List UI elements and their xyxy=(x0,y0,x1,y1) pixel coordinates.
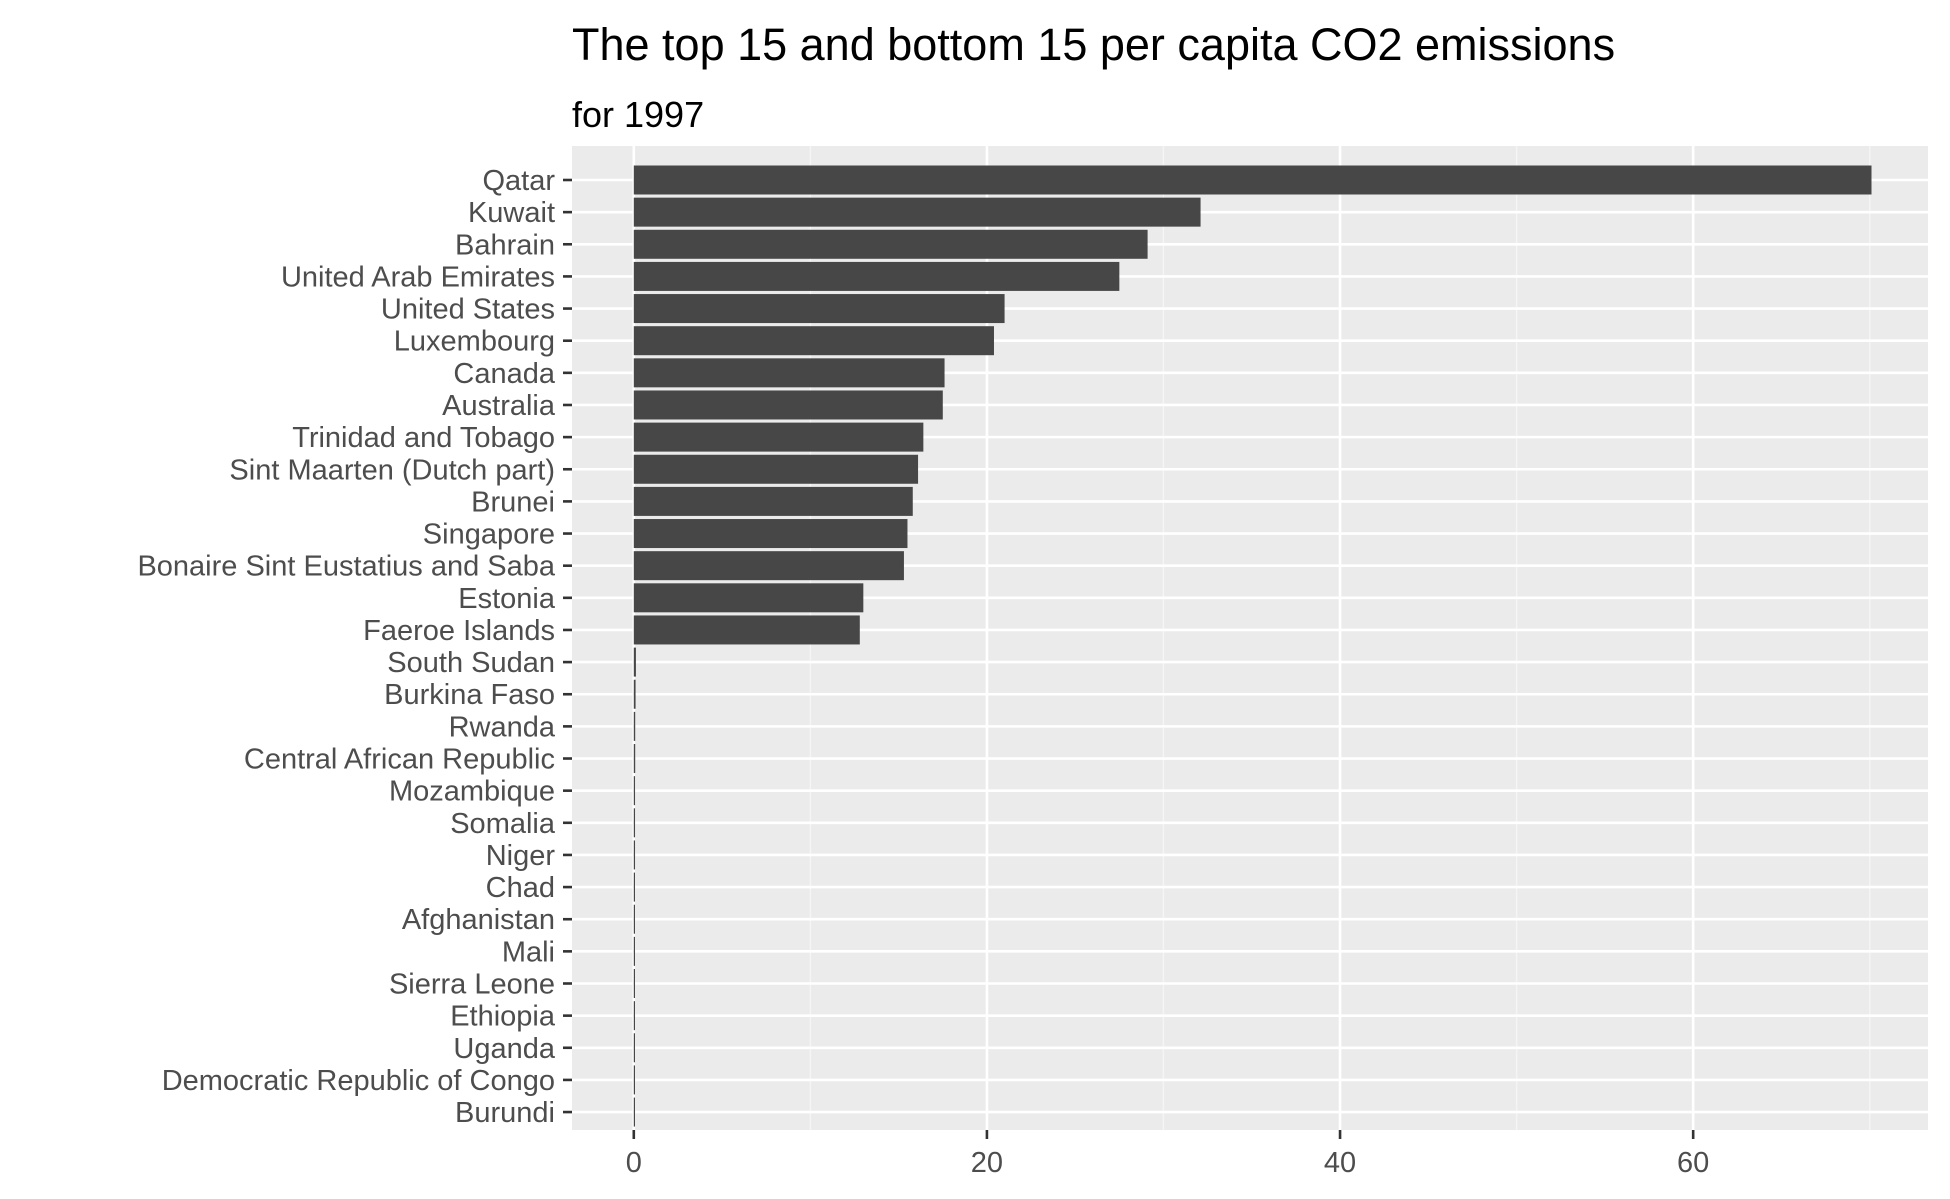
y-tick-label: South Sudan xyxy=(387,647,555,679)
x-axis: 0 20 40 60 xyxy=(626,1130,1709,1179)
chart-subtitle: for 1997 xyxy=(572,94,704,135)
y-tick-label: Ethiopia xyxy=(450,1001,556,1033)
bar-chad xyxy=(633,872,635,902)
y-tick-label: Kuwait xyxy=(468,197,555,229)
y-tick-label: Singapore xyxy=(423,519,555,551)
y-tick-label: Niger xyxy=(486,840,556,872)
bar-uganda xyxy=(633,1033,635,1063)
x-tick-label: 40 xyxy=(1324,1147,1356,1179)
y-tick-label: Bahrain xyxy=(455,229,555,261)
y-tick-label: Democratic Republic of Congo xyxy=(162,1065,555,1097)
bar-ethiopia xyxy=(633,1001,635,1031)
bar-afghanistan xyxy=(633,904,635,934)
y-tick-label: Somalia xyxy=(450,808,556,840)
bar-somalia xyxy=(633,808,636,838)
x-tick-label: 20 xyxy=(971,1147,1003,1179)
y-tick-label: Estonia xyxy=(458,583,556,615)
bar-estonia xyxy=(633,583,864,613)
y-tick-label: United Arab Emirates xyxy=(281,261,555,293)
y-tick-label: Sierra Leone xyxy=(389,969,555,1001)
bar-bahrain xyxy=(633,229,1148,259)
bar-canada xyxy=(633,358,945,388)
y-tick-label: Bonaire Sint Eustatius and Saba xyxy=(137,551,555,583)
bar-democratic-republic-of-congo xyxy=(633,1065,635,1095)
bar-australia xyxy=(633,390,943,420)
bar-qatar xyxy=(633,165,1872,195)
bar-singapore xyxy=(633,519,908,549)
bar-burkina-faso xyxy=(633,679,636,709)
x-tick-label: 60 xyxy=(1677,1147,1709,1179)
y-tick-label: Australia xyxy=(442,390,556,422)
y-tick-label: Faeroe Islands xyxy=(363,615,555,647)
bar-united-arab-emirates xyxy=(633,261,1120,291)
bar-niger xyxy=(633,840,636,870)
y-tick-label: Central African Republic xyxy=(244,744,555,776)
bar-brunei xyxy=(633,486,913,516)
bar-faeroe-islands xyxy=(633,615,860,645)
bars-layer xyxy=(633,165,1872,1127)
y-tick-label: Qatar xyxy=(482,165,555,197)
bar-mali xyxy=(633,936,635,966)
y-tick-label: Afghanistan xyxy=(402,904,555,936)
bar-sierra-leone xyxy=(633,969,635,998)
y-tick-label: Sint Maarten (Dutch part) xyxy=(229,454,555,486)
y-tick-label: Brunei xyxy=(471,486,555,518)
y-tick-label: Uganda xyxy=(453,1033,555,1065)
bar-sint-maarten-dutch-part- xyxy=(633,454,919,484)
bar-bonaire-sint-eustatius-and-saba xyxy=(633,551,904,581)
bar-burundi xyxy=(633,1097,635,1127)
y-tick-label: Mozambique xyxy=(389,776,555,808)
y-tick-label: United States xyxy=(381,294,555,326)
y-tick-label: Trinidad and Tobago xyxy=(292,422,555,454)
bar-mozambique xyxy=(633,776,636,806)
y-tick-label: Burundi xyxy=(455,1097,555,1129)
bar-kuwait xyxy=(633,197,1201,227)
bar-central-african-republic xyxy=(633,744,636,774)
chart-title: The top 15 and bottom 15 per capita CO2 … xyxy=(572,19,1615,70)
y-tick-label: Canada xyxy=(453,358,555,390)
bar-united-states xyxy=(633,294,1005,324)
y-tick-label: Chad xyxy=(486,872,555,904)
x-tick-label: 0 xyxy=(626,1147,642,1179)
bar-trinidad-and-tobago xyxy=(633,422,924,452)
y-tick-label: Burkina Faso xyxy=(384,679,555,711)
bar-luxembourg xyxy=(633,326,994,356)
y-tick-label: Mali xyxy=(502,936,555,968)
y-tick-label: Rwanda xyxy=(449,711,556,743)
bar-rwanda xyxy=(633,711,636,741)
y-tick-label: Luxembourg xyxy=(394,326,555,358)
bar-south-sudan xyxy=(633,647,636,677)
